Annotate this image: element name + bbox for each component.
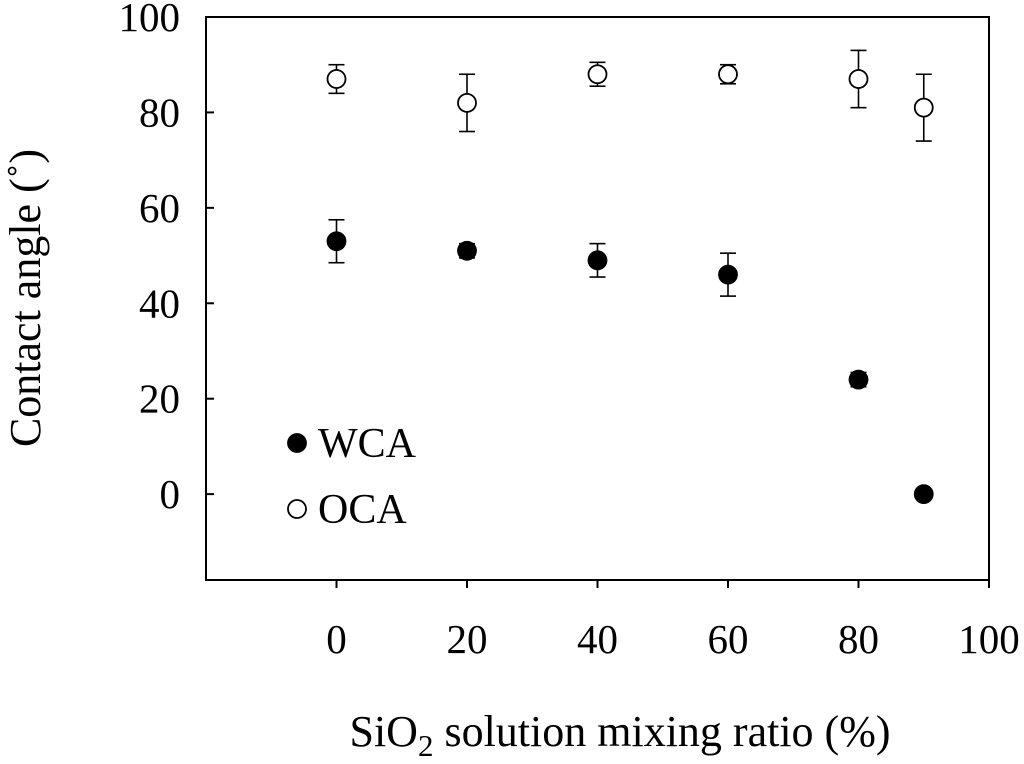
y-tick-label: 60 — [139, 185, 180, 231]
x-axis-label: SiO2 solution mixing ratio (%) — [349, 707, 890, 763]
y-axis-ticks: 0 20 40 60 80 100 — [119, 0, 214, 517]
x-axis-label-prefix: SiO — [349, 707, 417, 756]
legend-marker-oca — [287, 499, 307, 519]
wca-data-point — [326, 231, 347, 252]
wca-data-point — [587, 250, 608, 271]
wca-data-point — [718, 264, 738, 285]
y-tick-label: 80 — [139, 89, 180, 135]
oca-data-point — [718, 64, 738, 85]
data-series — [326, 49, 934, 505]
oca-data-point — [587, 64, 608, 85]
y-tick-label: 0 — [160, 471, 181, 517]
oca-data-point — [457, 92, 477, 113]
wca-data-point — [913, 484, 934, 505]
oca-data-point — [848, 69, 869, 89]
y-tick-label: 100 — [119, 0, 181, 40]
oca-data-point — [326, 69, 347, 89]
wca-data-point — [848, 369, 869, 390]
series-wca — [326, 218, 934, 505]
x-tick-label: 0 — [326, 616, 347, 662]
series-oca — [326, 49, 934, 142]
y-tick-label: 20 — [139, 376, 180, 422]
x-tick-label: 60 — [708, 616, 749, 662]
legend-label-wca: WCA — [318, 421, 417, 467]
x-tick-label: 40 — [577, 616, 618, 662]
x-tick-label: 20 — [447, 616, 488, 662]
x-axis-label-suffix: solution mixing ratio (%) — [433, 707, 890, 756]
x-tick-label: 100 — [958, 616, 1020, 662]
x-axis-label-subscript: 2 — [418, 728, 434, 763]
y-axis-label: Contact angle (˚) — [1, 149, 50, 447]
legend: WCA OCA — [287, 421, 417, 533]
legend-label-oca: OCA — [318, 487, 407, 533]
y-tick-label: 40 — [139, 280, 180, 326]
x-tick-label: 80 — [838, 616, 879, 662]
x-axis-ticks: 0 20 40 60 80 100 — [326, 580, 1020, 662]
legend-marker-wca — [287, 433, 307, 453]
wca-data-point — [457, 240, 477, 261]
oca-data-point — [913, 97, 934, 118]
